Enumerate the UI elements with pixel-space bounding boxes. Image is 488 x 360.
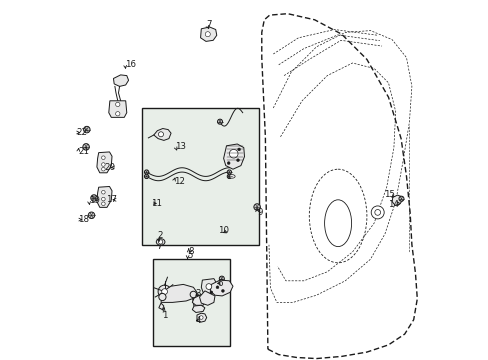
Text: 6: 6 (217, 279, 223, 288)
Circle shape (158, 240, 163, 244)
Circle shape (236, 159, 239, 162)
Polygon shape (97, 152, 112, 173)
Polygon shape (192, 299, 198, 307)
Circle shape (115, 102, 120, 107)
Circle shape (102, 156, 105, 159)
Ellipse shape (324, 200, 351, 247)
Polygon shape (113, 75, 128, 86)
Text: 9: 9 (257, 208, 262, 217)
Circle shape (374, 210, 380, 215)
Text: 4: 4 (195, 316, 200, 325)
Text: 21: 21 (78, 148, 89, 156)
Text: 10: 10 (218, 226, 228, 235)
Text: 5: 5 (187, 251, 193, 260)
Ellipse shape (228, 175, 235, 178)
Polygon shape (159, 303, 163, 310)
Text: 19: 19 (89, 197, 100, 205)
Circle shape (115, 112, 120, 116)
Circle shape (205, 284, 211, 289)
Ellipse shape (156, 239, 164, 245)
Text: 7: 7 (206, 20, 211, 29)
Polygon shape (192, 294, 206, 305)
Polygon shape (210, 280, 232, 296)
Circle shape (190, 291, 196, 298)
Circle shape (91, 195, 97, 201)
Polygon shape (391, 195, 401, 205)
Circle shape (229, 149, 238, 158)
Polygon shape (197, 313, 206, 322)
Circle shape (205, 32, 210, 37)
Text: 13: 13 (175, 142, 186, 151)
Text: 22: 22 (76, 128, 87, 137)
Circle shape (88, 212, 95, 219)
Text: 20: 20 (103, 163, 115, 172)
Circle shape (199, 316, 203, 319)
Circle shape (102, 202, 105, 206)
Circle shape (158, 132, 163, 137)
Bar (152, 259, 230, 346)
Text: 14: 14 (387, 200, 399, 209)
Polygon shape (153, 129, 171, 140)
Circle shape (370, 206, 384, 219)
Circle shape (398, 196, 403, 201)
Text: 3: 3 (195, 289, 201, 298)
Text: 11: 11 (151, 199, 162, 208)
Text: 12: 12 (173, 177, 184, 186)
Polygon shape (97, 186, 112, 207)
Circle shape (83, 126, 90, 133)
Circle shape (227, 170, 231, 174)
Polygon shape (223, 144, 244, 169)
Circle shape (158, 285, 171, 298)
Text: 2: 2 (157, 231, 163, 240)
Text: 1: 1 (162, 310, 167, 320)
Polygon shape (200, 27, 216, 41)
Circle shape (216, 286, 219, 289)
Circle shape (144, 170, 148, 174)
Polygon shape (201, 279, 216, 294)
Circle shape (102, 163, 105, 166)
Circle shape (102, 190, 105, 194)
Circle shape (219, 276, 224, 281)
Circle shape (102, 167, 105, 171)
Circle shape (227, 162, 230, 165)
Polygon shape (192, 305, 204, 312)
Text: 18: 18 (78, 215, 89, 224)
Bar (142, 108, 258, 245)
Circle shape (217, 119, 222, 124)
Circle shape (253, 204, 260, 210)
Circle shape (159, 293, 166, 301)
Polygon shape (261, 14, 416, 359)
Circle shape (221, 289, 224, 292)
Circle shape (82, 144, 89, 150)
Text: 17: 17 (105, 195, 117, 204)
Polygon shape (199, 291, 215, 305)
Circle shape (102, 197, 105, 201)
Text: 8: 8 (188, 247, 194, 256)
Circle shape (162, 289, 167, 294)
Text: 15: 15 (383, 190, 394, 199)
Circle shape (227, 174, 231, 179)
Circle shape (209, 291, 212, 294)
Polygon shape (108, 101, 126, 117)
Circle shape (144, 174, 148, 179)
Circle shape (237, 148, 240, 151)
Polygon shape (161, 284, 197, 302)
Text: 16: 16 (125, 59, 136, 68)
